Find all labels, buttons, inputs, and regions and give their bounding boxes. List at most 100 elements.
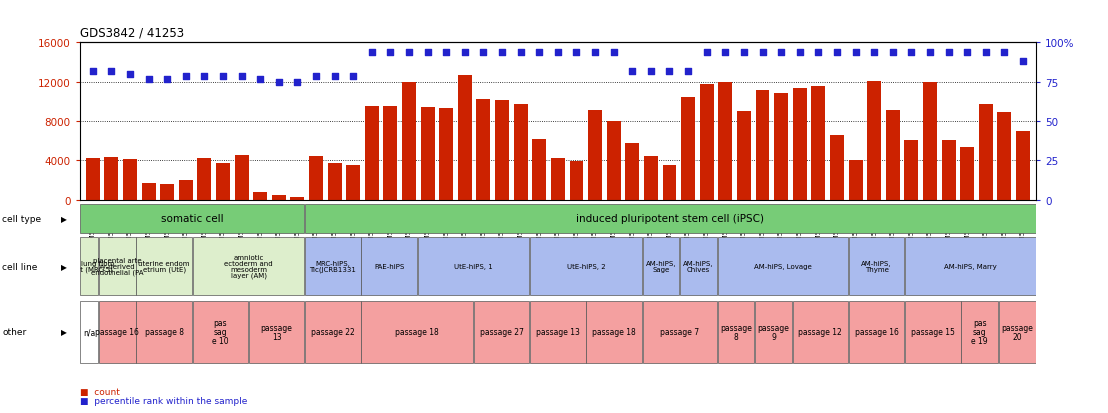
Bar [361,238,417,295]
Point [252,76,269,83]
Text: passage 27: passage 27 [480,328,524,336]
Bar [474,301,530,363]
Point [493,50,511,56]
Point [753,50,771,56]
Text: ■  percentile rank within the sample: ■ percentile rank within the sample [80,396,247,405]
Bar [588,111,602,200]
Point [177,73,195,80]
Point [903,50,921,56]
Bar [104,157,119,200]
Text: AM-hiPS, Lovage: AM-hiPS, Lovage [753,263,812,269]
Point [214,73,232,80]
Bar [178,181,193,200]
Bar [663,166,677,200]
Bar [997,113,1012,200]
Point [474,50,492,56]
Point [717,50,735,56]
Bar [681,97,695,200]
Text: PAE-hiPS: PAE-hiPS [375,263,404,269]
Bar [161,185,174,200]
Text: UtE-hiPS, 1: UtE-hiPS, 1 [454,263,493,269]
Bar [142,184,155,200]
Bar [998,301,1036,363]
Point [419,50,437,56]
Bar [99,301,135,363]
Bar [439,109,453,200]
Text: AM-hiPS,
Thyme: AM-hiPS, Thyme [861,261,892,272]
Bar [718,83,732,200]
Bar [193,301,248,363]
Point [1014,59,1032,66]
Point [642,68,659,75]
Bar [136,238,192,295]
Bar [607,122,620,200]
Point [233,73,250,80]
Point [810,50,828,56]
Text: placental arte
ry-derived
endothelial (PA: placental arte ry-derived endothelial (P… [91,257,144,275]
Bar [365,107,379,200]
Bar [80,238,99,295]
Text: pas
sag
e 19: pas sag e 19 [972,318,988,345]
Point [940,50,957,56]
Text: ▶: ▶ [61,214,68,223]
Text: other: other [2,328,27,336]
Bar [495,101,509,200]
Point [288,79,306,86]
Text: ▶: ▶ [61,262,68,271]
Point [548,50,566,56]
Point [660,68,678,75]
Bar [418,238,530,295]
Bar [476,100,491,200]
Text: pas
sag
e 10: pas sag e 10 [212,318,228,345]
Bar [249,301,305,363]
Point [624,68,642,75]
Point [512,50,530,56]
Point [140,76,157,83]
Text: passage 16: passage 16 [854,328,899,336]
Bar [885,111,900,200]
Bar [792,88,807,200]
Bar [305,238,360,295]
Text: passage 15: passage 15 [911,328,955,336]
Bar [978,105,993,200]
Point [567,50,585,56]
Bar [309,156,324,200]
Bar [305,301,360,363]
Text: AM-hiPS, Marry: AM-hiPS, Marry [944,263,997,269]
Text: AM-hiPS,
Sage: AM-hiPS, Sage [646,261,676,272]
Bar [347,166,360,200]
Bar [737,112,751,200]
Bar [235,155,248,200]
Bar [421,108,434,200]
Bar [402,83,416,200]
Text: induced pluripotent stem cell (iPSC): induced pluripotent stem cell (iPSC) [576,214,765,224]
Text: passage 12: passage 12 [799,328,842,336]
Bar [586,301,642,363]
Point [438,50,455,56]
Bar [216,164,230,200]
Point [400,50,418,56]
Bar [290,197,305,200]
Text: GDS3842 / 41253: GDS3842 / 41253 [80,26,184,39]
Bar [361,301,473,363]
Point [326,73,343,80]
Text: amniotic
ectoderm and
mesoderm
layer (AM): amniotic ectoderm and mesoderm layer (AM… [224,254,273,279]
Bar [718,301,755,363]
Bar [904,140,919,200]
Point [195,73,213,80]
Bar [680,238,717,295]
Text: ▶: ▶ [61,328,68,336]
Text: passage 7: passage 7 [660,328,699,336]
Point [345,73,362,80]
Bar [99,238,135,295]
Bar [756,90,769,200]
Text: AM-hiPS,
Chives: AM-hiPS, Chives [684,261,714,272]
Point [103,68,121,75]
Bar [123,160,137,200]
Text: passage
13: passage 13 [260,323,293,341]
Text: UtE-hiPS, 2: UtE-hiPS, 2 [566,263,605,269]
Text: passage 18: passage 18 [396,328,439,336]
Point [847,50,864,56]
Bar [643,238,679,295]
Point [995,50,1013,56]
